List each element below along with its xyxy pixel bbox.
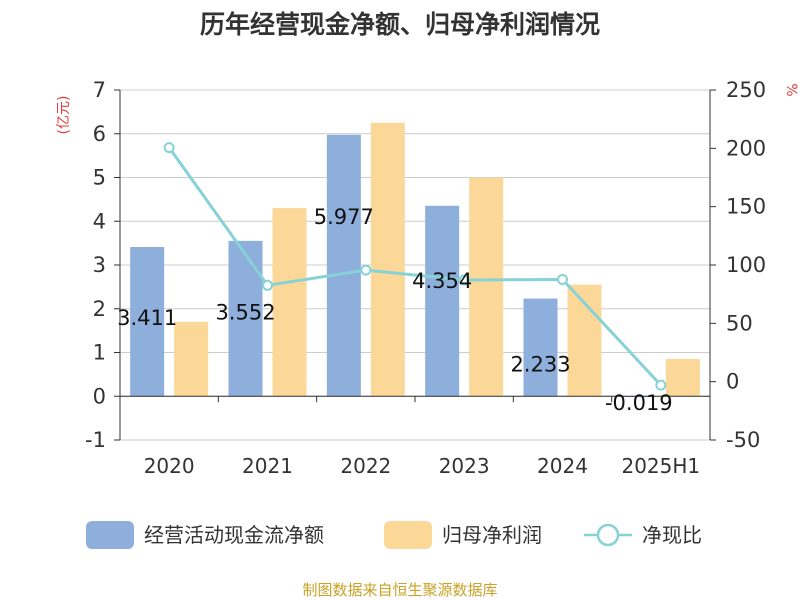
ratio-line-point bbox=[360, 264, 372, 276]
x-axis-category-label: 2021 bbox=[242, 454, 293, 478]
cash-flow-data-label: 4.354 bbox=[412, 269, 472, 293]
right-axis-tick-label: 50 bbox=[726, 311, 753, 335]
legend-label: 归母净利润 bbox=[442, 523, 542, 547]
ratio-line-path bbox=[167, 146, 662, 387]
left-axis-tick-label: 0 bbox=[93, 384, 106, 408]
x-axis-category-label: 2023 bbox=[439, 454, 490, 478]
ratio-line-point bbox=[163, 142, 175, 154]
left-axis-tick-label: 6 bbox=[93, 122, 106, 146]
cash-flow-bar bbox=[130, 247, 165, 397]
chart-title: 历年经营现金净额、归母净利润情况 bbox=[200, 10, 600, 39]
ratio-line-point bbox=[655, 379, 667, 391]
right-axis-tick-label: 250 bbox=[726, 78, 766, 102]
x-axis-category-label: 2020 bbox=[144, 454, 195, 478]
left-axis-tick-label: 1 bbox=[93, 341, 106, 365]
cash-flow-data-label: 3.411 bbox=[117, 306, 177, 330]
x-axis-category-label: 2024 bbox=[537, 454, 588, 478]
legend-item-cash-flow[interactable]: 经营活动现金流净额 bbox=[86, 521, 324, 549]
net-profit-bar bbox=[174, 321, 209, 397]
legend[interactable]: 经营活动现金流净额 归母净利润 净现比 bbox=[86, 521, 702, 549]
cash-flow-data-label: -0.019 bbox=[605, 391, 673, 415]
right-axis-tick-label: 0 bbox=[726, 370, 739, 394]
cash-flow-data-label: 5.977 bbox=[314, 205, 374, 229]
net-profit-bar bbox=[469, 177, 504, 397]
left-axis-tick-label: 3 bbox=[93, 253, 106, 277]
ratio-line bbox=[163, 142, 667, 391]
data-labels: 3.411 3.552 5.977 4.354 2.233 -0.019 bbox=[117, 205, 673, 415]
ratio-line-point bbox=[458, 274, 470, 286]
ratio-line-point bbox=[262, 279, 273, 291]
net-profit-bar bbox=[665, 359, 700, 397]
legend-label: 净现比 bbox=[642, 523, 702, 547]
grid bbox=[120, 89, 710, 441]
cash-flow-bar bbox=[326, 134, 361, 397]
legend-item-ratio[interactable]: 净现比 bbox=[584, 523, 702, 547]
net-profit-bar bbox=[370, 122, 405, 397]
legend-swatch bbox=[86, 521, 134, 549]
bars bbox=[130, 122, 700, 398]
right-axis-tick-label: 200 bbox=[726, 136, 766, 160]
left-axis-tick-label: 4 bbox=[93, 209, 106, 233]
right-axis-tick-label: 150 bbox=[726, 195, 766, 219]
left-axis-unit: (亿元) bbox=[56, 96, 72, 135]
legend-marker bbox=[596, 523, 620, 547]
axes bbox=[114, 89, 716, 441]
cash-flow-data-label: 2.233 bbox=[510, 352, 570, 376]
tick-labels: -1 0 1 2 3 4 5 6 7 -50 0 50 100 150 200 250 2020 2021 2022… bbox=[85, 78, 766, 478]
legend-item-net-profit[interactable]: 归母净利润 bbox=[384, 521, 542, 549]
x-axis-category-label: 2025H1 bbox=[621, 454, 700, 478]
x-axis-category-label: 2022 bbox=[340, 454, 391, 478]
ratio-line-point bbox=[557, 273, 568, 285]
source-note: 制图数据来自恒生聚源数据库 bbox=[302, 581, 497, 599]
right-axis-tick-label: 100 bbox=[726, 253, 766, 277]
cash-flow-bar bbox=[425, 205, 460, 397]
legend-swatch bbox=[384, 521, 432, 549]
cash-flow-bar bbox=[228, 240, 263, 397]
cash-flow-data-label: 3.552 bbox=[215, 300, 275, 324]
net-profit-bar bbox=[272, 208, 307, 397]
left-axis-tick-label: 5 bbox=[93, 166, 106, 190]
cash-flow-bar bbox=[523, 298, 558, 397]
left-axis-tick-label: -1 bbox=[85, 428, 106, 452]
right-axis-tick-label: -50 bbox=[726, 428, 760, 452]
left-axis-tick-label: 7 bbox=[93, 78, 106, 102]
left-axis-tick-label: 2 bbox=[93, 297, 106, 321]
right-axis-unit: % bbox=[783, 83, 799, 96]
legend-label: 经营活动现金流净额 bbox=[144, 523, 324, 547]
